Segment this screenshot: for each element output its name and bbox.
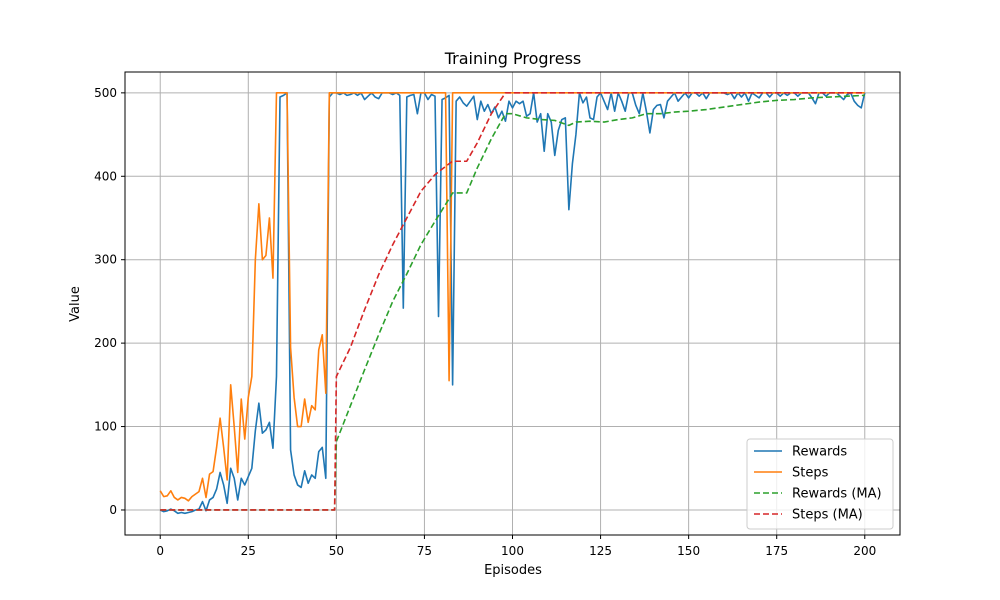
legend-label-steps-ma: Steps (MA) xyxy=(792,508,863,523)
series-line-steps xyxy=(159,92,865,502)
x-tick-label: 75 xyxy=(417,544,432,558)
series-line-rewards-ma xyxy=(160,94,865,511)
x-tick-label: 150 xyxy=(677,544,700,558)
legend-label-rewards: Rewards xyxy=(792,445,847,460)
series-line-steps-ma xyxy=(160,92,865,511)
chart-title: Training Progress xyxy=(444,49,582,68)
x-tick-label: 200 xyxy=(853,544,876,558)
y-tick-label: 100 xyxy=(94,420,117,434)
x-axis-ticks: 0 25 50 75 100 125 150 175 200 xyxy=(156,535,876,558)
y-axis-ticks: 0 100 200 300 400 500 xyxy=(94,86,125,517)
y-tick-label: 200 xyxy=(94,336,117,350)
legend-box xyxy=(746,438,894,530)
x-tick-label: 125 xyxy=(589,544,612,558)
x-tick-label: 0 xyxy=(156,544,164,558)
y-tick-label: 0 xyxy=(109,503,117,517)
legend-label-steps: Steps xyxy=(792,466,829,481)
y-tick-label: 500 xyxy=(94,86,117,100)
plot-lines xyxy=(159,92,866,515)
x-tick-label: 175 xyxy=(765,544,788,558)
y-tick-label: 400 xyxy=(94,169,117,183)
y-axis-label: Value xyxy=(68,286,83,322)
series-line-rewards xyxy=(159,92,866,515)
x-tick-label: 50 xyxy=(329,544,344,558)
x-axis-label: Episodes xyxy=(484,563,542,578)
legend: Rewards Steps Rewards (MA) Steps (MA) xyxy=(746,438,894,530)
y-tick-label: 300 xyxy=(94,253,117,267)
legend-label-rewards-ma: Rewards (MA) xyxy=(792,487,882,502)
x-tick-label: 100 xyxy=(501,544,524,558)
x-tick-label: 25 xyxy=(241,544,256,558)
